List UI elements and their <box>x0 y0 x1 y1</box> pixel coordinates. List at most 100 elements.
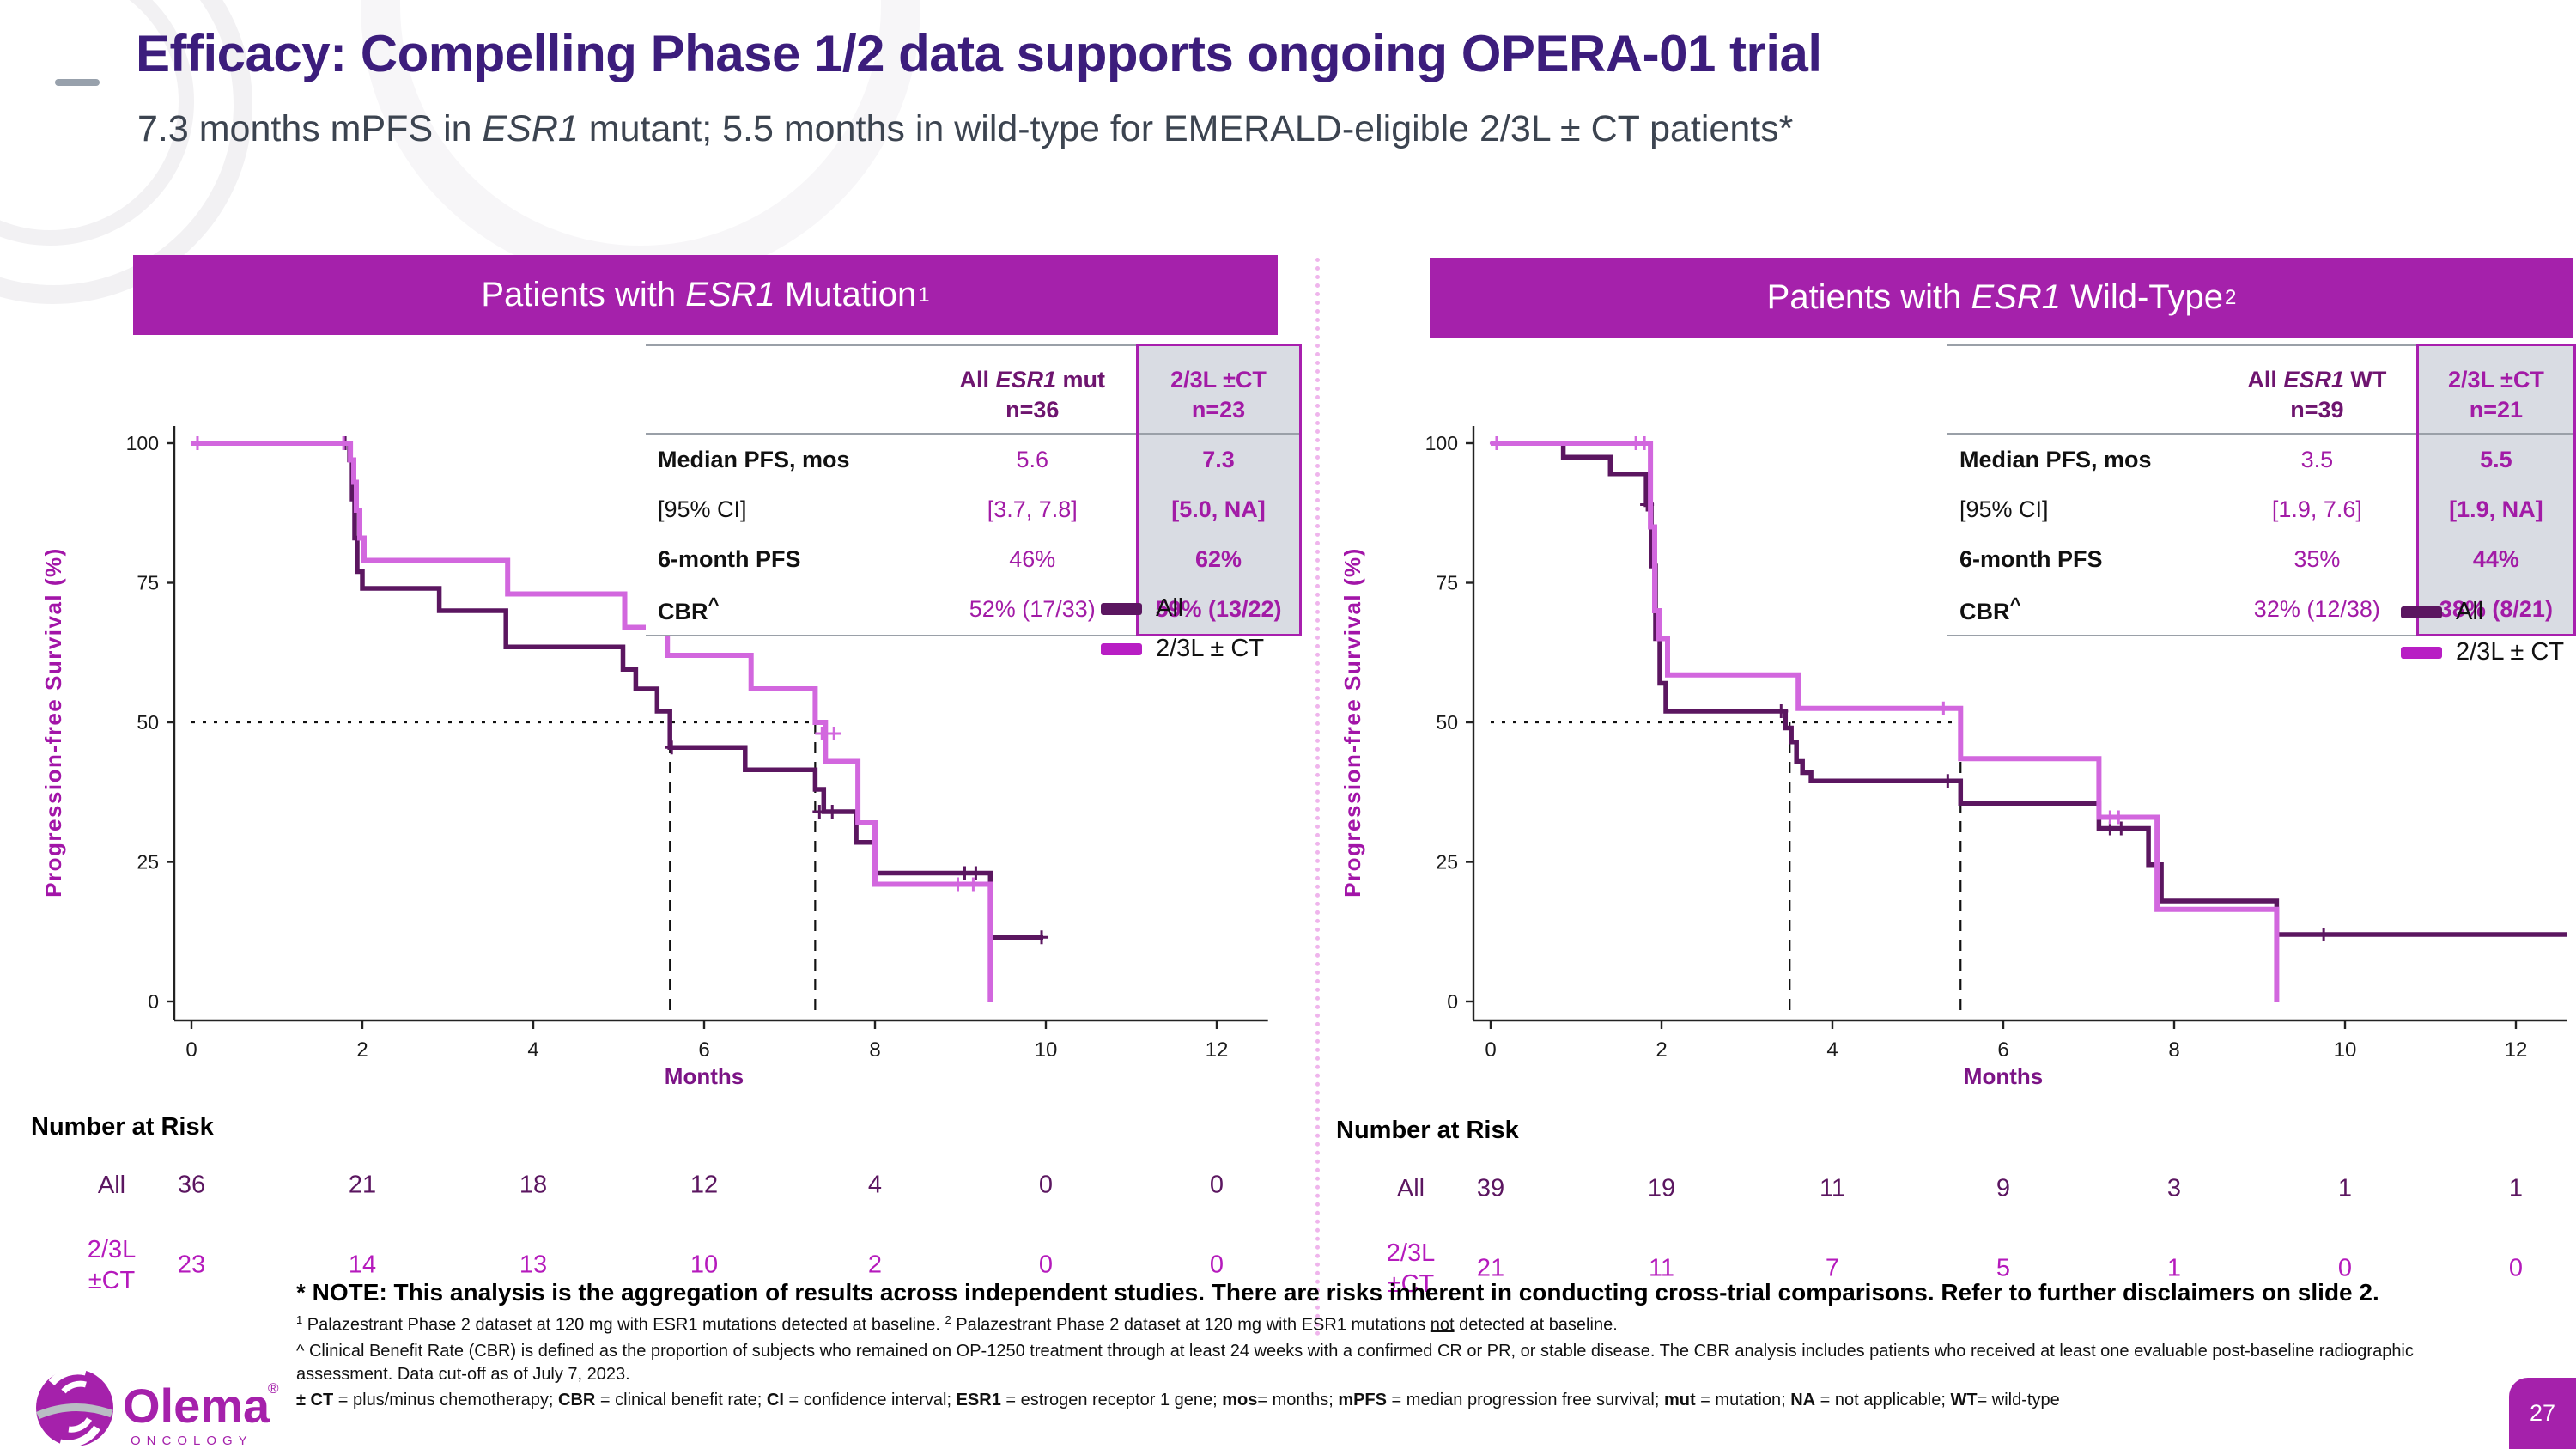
logo-gray-band <box>36 1403 113 1420</box>
stats-row-label: [95% CI] <box>658 496 747 522</box>
risk-value: 23 <box>177 1251 206 1279</box>
footnote-segment: mPFS <box>1338 1391 1387 1410</box>
svg-text:0: 0 <box>185 1038 197 1062</box>
panel-header-text: Patients with <box>1766 278 1962 316</box>
footnote-segment: Palazestrant Phase 2 dataset at 120 mg w… <box>951 1315 1431 1335</box>
svg-text:75: 75 <box>137 572 159 594</box>
risk-row-all: All 36 21 18 12 4 0 0 <box>39 1160 1288 1211</box>
svg-text:4: 4 <box>527 1038 538 1062</box>
risk-value: 36 <box>177 1171 206 1199</box>
risk-row-subgroup: 2/3L ±CT 23 14 13 10 2 0 0 <box>39 1227 1288 1304</box>
svg-text:2: 2 <box>356 1038 368 1062</box>
footnote-segment: ^ Clinical Benefit Rate (CBR) is defined… <box>296 1342 2414 1384</box>
risk-value: 1 <box>2337 1174 2353 1202</box>
risk-value: 0 <box>2337 1254 2353 1282</box>
svg-text:50: 50 <box>1436 711 1458 734</box>
legend-item-subgroup: 2/3L ± CT <box>1101 635 1264 663</box>
footnote-segment: = clinical benefit rate; <box>595 1391 767 1410</box>
panel-header-footnote-marker: 2 <box>2224 285 2237 309</box>
title-dash-decoration <box>55 79 100 86</box>
risk-value: 13 <box>519 1251 548 1279</box>
page-number-badge: 27 <box>2509 1378 2576 1449</box>
stats-value: [3.7, 7.8] <box>987 496 1078 522</box>
footnote-segment: = months; <box>1257 1391 1339 1410</box>
stats-value-highlight: 59% (13/22) <box>1135 584 1302 636</box>
stats-corner-cell <box>1947 344 2218 435</box>
logo-swoosh <box>68 1417 93 1433</box>
number-at-risk-title: Number at Risk <box>1336 1117 1519 1144</box>
svg-text:12: 12 <box>1206 1038 1229 1062</box>
stats-value: 52% (17/33) <box>929 584 1137 636</box>
risk-value: 5 <box>1996 1254 2011 1282</box>
footnote-segment: = estrogen receptor 1 gene; <box>1000 1391 1223 1410</box>
stats-corner-cell <box>646 344 929 435</box>
risk-value: 18 <box>519 1171 548 1199</box>
stats-value-highlight: 44% <box>2415 534 2576 584</box>
footnote-segment: = median progression free survival; <box>1387 1391 1664 1410</box>
footnote-segment: 1 <box>296 1312 303 1326</box>
footnote-segment: CI <box>766 1391 784 1410</box>
legend-swatch-subgroup <box>1101 642 1142 655</box>
slide-title: Efficacy: Compelling Phase 1/2 data supp… <box>136 25 1822 82</box>
stats-row-label: Median PFS, mos <box>658 446 850 472</box>
risk-row-label: All <box>97 1171 126 1199</box>
risk-value: 0 <box>1038 1251 1054 1279</box>
risk-row-all: All 39 19 11 9 3 1 1 <box>1338 1163 2576 1215</box>
svg-text:25: 25 <box>1436 851 1458 874</box>
risk-value: 10 <box>690 1251 719 1279</box>
stats-value-highlight: [1.9, NA] <box>2415 484 2576 534</box>
panel-header-gene-italic: ESR1 <box>1971 278 2062 316</box>
stats-col2-header: 2/3L ±CT n=21 <box>2415 344 2576 435</box>
legend-wild-type: All 2/3L ± CT <box>2401 598 2564 679</box>
stats-value: 3.5 <box>2300 446 2334 472</box>
footnote-datasets: 1 Palazestrant Phase 2 dataset at 120 mg… <box>296 1312 2503 1336</box>
svg-text:0: 0 <box>148 990 159 1013</box>
svg-text:2: 2 <box>1656 1038 1667 1062</box>
stats-col1-header: All ESR1 mut n=36 <box>929 344 1137 435</box>
legend-item-all: All <box>1101 594 1264 623</box>
legend-swatch-subgroup <box>2401 646 2442 659</box>
footnotes-block: * NOTE: This analysis is the aggregation… <box>296 1276 2503 1412</box>
footnote-segment: mut <box>1663 1391 1696 1410</box>
note-disclaimer: * NOTE: This analysis is the aggregation… <box>296 1279 2379 1306</box>
footnote-segment: = wild-type <box>1977 1391 2060 1410</box>
risk-value: 0 <box>2508 1254 2524 1282</box>
svg-text:50: 50 <box>137 711 159 734</box>
svg-text:10: 10 <box>1035 1038 1058 1062</box>
risk-value: 0 <box>1209 1251 1224 1279</box>
footnote-abbreviations: ± CT = plus/minus chemotherapy; CBR = cl… <box>296 1389 2503 1412</box>
legend-item-subgroup: 2/3L ± CT <box>2401 638 2564 667</box>
stats-value-highlight: 62% <box>1135 534 1302 584</box>
stats-value: 35% <box>2293 545 2341 572</box>
svg-text:6: 6 <box>1997 1038 2008 1062</box>
panel-header-wild-type: Patients with ESR1 Wild-Type 2 <box>1430 258 2573 338</box>
stats-col2-header: 2/3L ±CT n=23 <box>1135 344 1302 435</box>
subtitle-text: 7.3 months mPFS in <box>137 108 483 149</box>
risk-value: 11 <box>1819 1174 1846 1202</box>
svg-text:8: 8 <box>2168 1038 2179 1062</box>
svg-text:10: 10 <box>2334 1038 2357 1062</box>
footnote-segment: mos <box>1222 1391 1258 1410</box>
risk-row-label: 2/3L ±CT <box>87 1235 137 1294</box>
risk-value: 39 <box>1476 1174 1505 1202</box>
stats-value: 5.6 <box>1016 446 1049 472</box>
legend-label: All <box>2456 598 2484 625</box>
olema-logo-graphic: Olema ® ONCOLOGY <box>36 1367 279 1448</box>
svg-text:Progression-free Survival (%): Progression-free Survival (%) <box>1340 547 1365 898</box>
km-plot-mutation: 0 25 50 75 100 0 2 4 6 8 10 12 Months Progression-fre… <box>40 426 1268 1089</box>
slide-subtitle: 7.3 months mPFS in ESR1 mutant; 5.5 mont… <box>137 108 1793 150</box>
risk-value: 11 <box>1648 1254 1675 1282</box>
svg-text:Progression-free Survival (%): Progression-free Survival (%) <box>40 547 66 898</box>
svg-text:12: 12 <box>2505 1038 2528 1062</box>
logo-swoosh <box>48 1367 88 1386</box>
stats-value: 32% (12/38) <box>2217 584 2418 636</box>
risk-value: 1 <box>2166 1254 2182 1282</box>
footnote-segment: not <box>1430 1315 1455 1335</box>
stats-value-highlight: 5.5 <box>2415 434 2576 484</box>
stats-value: [1.9, 7.6] <box>2271 496 2362 522</box>
risk-row-subgroup: 2/3L ±CT 21 11 7 5 1 0 0 <box>1338 1230 2576 1307</box>
number-at-risk-title: Number at Risk <box>31 1113 214 1141</box>
legend-item-all: All <box>2401 598 2564 626</box>
panel-separator <box>1315 258 1320 1336</box>
stats-value: 46% <box>1009 545 1056 572</box>
